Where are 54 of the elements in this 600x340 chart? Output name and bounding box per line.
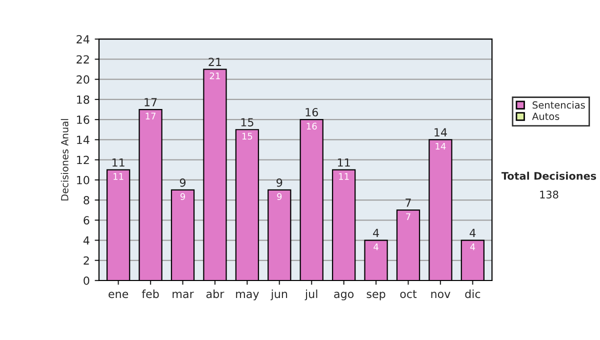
x-tick-label: may (236, 292, 259, 300)
total-label: 4 (470, 228, 476, 237)
y-tick-label: 24 (76, 35, 90, 44)
y-tick-label: 0 (84, 276, 90, 285)
data-label: 17 (146, 112, 156, 120)
x-tick-label: abr (206, 290, 224, 298)
total-label: 7 (406, 198, 411, 207)
data-label: 21 (210, 72, 220, 80)
x-tick-label: ene (108, 292, 128, 298)
x-tick-label: jun (270, 290, 288, 300)
total-label: 21 (208, 58, 222, 66)
data-label: 11 (339, 173, 349, 180)
y-tick-label: 12 (77, 156, 89, 164)
x-tick-label: jul (304, 290, 318, 300)
data-label: 14 (436, 142, 446, 150)
total-label: 14 (434, 128, 447, 136)
y-tick-label: 18 (77, 95, 90, 104)
x-tick-label: feb (142, 290, 159, 298)
x-tick-label: dic (465, 290, 480, 298)
data-label: 4 (374, 244, 378, 250)
total-label: 9 (276, 178, 282, 187)
legend-label: Autos (532, 112, 560, 120)
y-tick-label: 20 (76, 75, 90, 84)
data-label: 4 (470, 244, 476, 250)
data-label: 9 (277, 193, 282, 200)
data-label: 16 (306, 122, 317, 130)
y-tick-label: 10 (77, 176, 90, 184)
total-label: 9 (180, 178, 186, 187)
data-label: 15 (242, 132, 252, 140)
x-tick-label: oct (400, 290, 417, 298)
total-label: 4 (373, 228, 379, 237)
x-tick-label: ago (334, 292, 354, 300)
x-tick-label: sep (366, 292, 386, 300)
total-label: 11 (338, 158, 350, 167)
legend-label: Sentencias (532, 101, 585, 109)
data-label: 9 (180, 193, 185, 200)
data-label: 7 (406, 213, 410, 220)
total-label: 17 (144, 98, 157, 106)
y-tick-label: 2 (84, 256, 89, 265)
text: 138 (540, 190, 558, 199)
data-label: 11 (114, 173, 124, 180)
y-tick-label: 22 (76, 55, 89, 64)
text: Total Decisiones (501, 172, 596, 180)
y-tick-label: 8 (84, 196, 90, 204)
y-tick-label: 4 (83, 236, 90, 244)
total-label: 11 (112, 158, 124, 167)
y-tick-label: 16 (77, 116, 90, 124)
x-tick-label: mar (172, 292, 194, 298)
total-label: 16 (306, 108, 318, 116)
y-tick-label: 14 (77, 136, 90, 144)
x-tick-label: nov (431, 292, 450, 298)
total-label: 15 (241, 118, 254, 126)
y-axis-title: Decisiones Anual (60, 119, 68, 200)
y-tick-label: 6 (84, 216, 90, 225)
